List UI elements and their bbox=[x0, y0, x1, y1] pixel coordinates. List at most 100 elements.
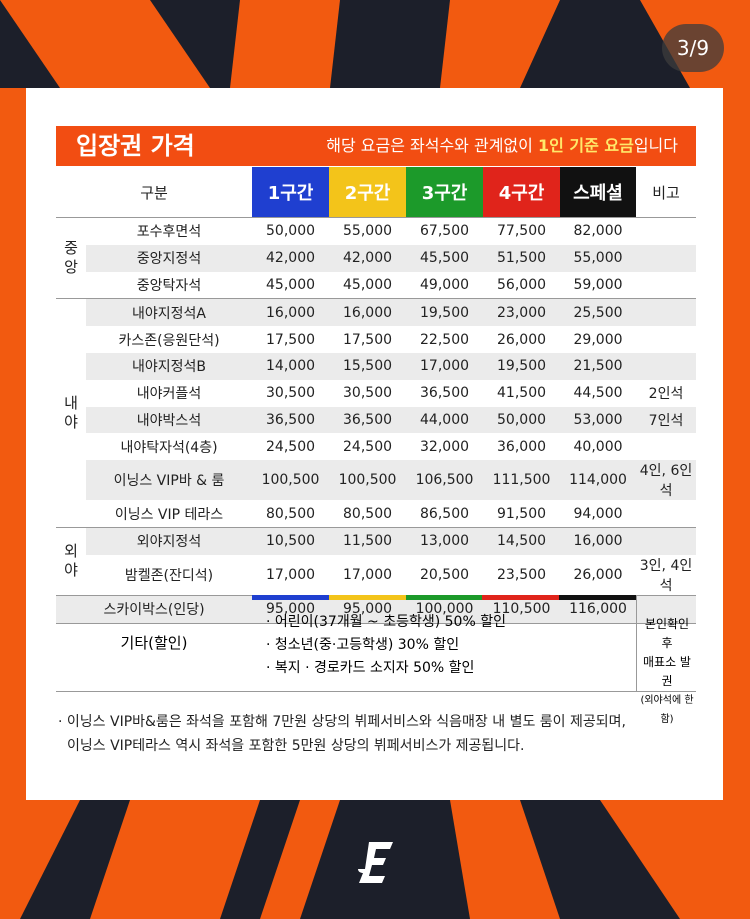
group-label-infield: 내 야 bbox=[56, 298, 86, 528]
zone-2-bar bbox=[328, 595, 406, 600]
seat-name: 카스존(응원단석) bbox=[118, 332, 220, 349]
discount-item: · 청소년(중·고등학생) 30% 할인 bbox=[266, 637, 460, 653]
header-zone-3: 3구간 bbox=[406, 167, 484, 218]
price-cell: 86,500 bbox=[420, 505, 470, 522]
price-cell: 53,000 bbox=[560, 406, 637, 434]
zone-3-bar bbox=[405, 595, 483, 600]
seat-name: 이닝스 VIP 테라스 bbox=[114, 506, 224, 523]
banner-note-highlight: 1인 기준 요금 bbox=[537, 136, 634, 155]
price-cell: 17,500 bbox=[343, 331, 393, 348]
price-cell: 91,500 bbox=[497, 505, 547, 522]
price-cell: 41,500 bbox=[497, 385, 547, 402]
price-cell: 55,000 bbox=[560, 244, 637, 272]
group-label-outfield: 외 야 bbox=[56, 526, 86, 596]
table-row: 내야지정석B 14,000 15,500 17,000 19,500 21,50… bbox=[56, 352, 697, 380]
price-cell: 56,000 bbox=[497, 276, 547, 293]
seat-name: 포수후면석 bbox=[86, 216, 253, 245]
table-row: 중앙탁자석 45,000 45,000 49,000 56,000 59,000 bbox=[56, 272, 696, 299]
price-cell: 36,500 bbox=[252, 406, 330, 434]
price-cell: 36,000 bbox=[497, 438, 547, 455]
price-cell: 80,500 bbox=[343, 505, 393, 522]
price-cell: 32,000 bbox=[420, 438, 470, 455]
price-cell: 26,000 bbox=[573, 566, 623, 583]
price-cell: 14,500 bbox=[483, 526, 561, 555]
table-row: 내야커플석 30,500 30,500 36,500 41,500 44,500… bbox=[56, 380, 696, 407]
price-cell: 45,000 bbox=[266, 276, 316, 293]
remark-cell bbox=[636, 244, 697, 272]
table-row: 내 야 내야지정석A 16,000 16,000 19,500 23,000 2… bbox=[56, 298, 697, 528]
price-cell: 67,500 bbox=[406, 216, 484, 245]
price-cell: 24,500 bbox=[343, 438, 393, 455]
price-cell: 24,500 bbox=[266, 438, 316, 455]
remark-cell bbox=[636, 433, 696, 460]
price-cell: 51,500 bbox=[483, 244, 561, 272]
price-cell: 19,500 bbox=[483, 352, 561, 380]
price-cell: 50,000 bbox=[483, 406, 561, 434]
price-cell: 114,000 bbox=[560, 460, 637, 501]
remark-cell: 2인석 bbox=[648, 386, 684, 403]
price-cell: 36,500 bbox=[420, 385, 470, 402]
header-special: 스페셜 bbox=[560, 167, 637, 218]
zone-4-bar bbox=[482, 595, 560, 600]
price-cell: 14,000 bbox=[252, 352, 330, 380]
seat-name: 내야커플석 bbox=[136, 386, 202, 403]
price-cell: 42,000 bbox=[252, 244, 330, 272]
footnote-line: 이닝스 VIP테라스 역시 좌석을 포함한 5만원 상당의 뷔페서비스가 제공됩… bbox=[67, 738, 525, 754]
table-row: 내야탁자석(4층) 24,500 24,500 32,000 36,000 40… bbox=[56, 433, 696, 460]
remark-cell: 3인, 4인석 bbox=[639, 557, 693, 594]
table-row: 중 앙 포수후면석 50,000 55,000 67,500 77,500 82… bbox=[56, 216, 697, 299]
price-cell: 22,500 bbox=[420, 331, 470, 348]
price-cell: 15,500 bbox=[329, 352, 407, 380]
price-cell: 16,000 bbox=[252, 298, 330, 327]
price-cell: 17,000 bbox=[406, 352, 484, 380]
price-cell: 16,000 bbox=[560, 526, 637, 555]
discount-list: · 어린이(37개월 ~ 초등학생) 50% 할인 · 청소년(중·고등학생) … bbox=[266, 611, 506, 680]
price-cell: 49,000 bbox=[420, 276, 470, 293]
remark-cell: 7인석 bbox=[636, 406, 697, 434]
price-cell: 36,500 bbox=[329, 406, 407, 434]
header-zone-4: 4구간 bbox=[483, 167, 561, 218]
seat-name: 내야지정석A bbox=[86, 298, 253, 327]
discount-label: 기타(할인) bbox=[120, 634, 188, 652]
banner-note-after: 입니다 bbox=[633, 136, 678, 155]
price-table: 구분 1구간 2구간 3구간 4구간 스페셜 비고 중 앙 포수후면석 50,0… bbox=[56, 167, 697, 624]
price-cell: 77,500 bbox=[483, 216, 561, 245]
table-row: 이닝스 VIP바 & 룸 100,500 100,500 106,500 111… bbox=[56, 460, 697, 501]
price-cell: 111,500 bbox=[483, 460, 561, 501]
group-label-center: 중 앙 bbox=[56, 216, 86, 299]
price-cell: 40,000 bbox=[573, 438, 623, 455]
table-row: 내야박스석 36,500 36,500 44,000 50,000 53,000… bbox=[56, 406, 697, 434]
remark-cell bbox=[636, 216, 697, 245]
page-counter: 3/9 bbox=[662, 24, 724, 72]
remark-cell bbox=[636, 326, 696, 353]
price-cell: 29,000 bbox=[573, 331, 623, 348]
price-cell: 11,500 bbox=[329, 526, 407, 555]
zone-1-bar bbox=[252, 595, 329, 600]
table-row: 밤켈존(잔디석) 17,000 17,000 20,500 23,500 26,… bbox=[56, 555, 696, 596]
group-label-text: 중 앙 bbox=[64, 239, 78, 277]
discount-section: 기타(할인) · 어린이(37개월 ~ 초등학생) 50% 할인 · 청소년(중… bbox=[56, 595, 696, 725]
price-cell: 50,000 bbox=[252, 216, 330, 245]
remark-cell bbox=[636, 272, 696, 299]
table-header-row: 구분 1구간 2구간 3구간 4구간 스페셜 비고 bbox=[56, 167, 697, 218]
price-cell: 23,000 bbox=[483, 298, 561, 327]
table-row: 중앙지정석 42,000 42,000 45,500 51,500 55,000 bbox=[56, 244, 697, 272]
price-cell: 100,500 bbox=[329, 460, 407, 501]
price-cell: 44,500 bbox=[573, 385, 623, 402]
price-cell: 16,000 bbox=[329, 298, 407, 327]
price-cell: 17,500 bbox=[266, 331, 316, 348]
zone-color-bars bbox=[252, 595, 636, 600]
header-remarks: 비고 bbox=[652, 183, 680, 202]
price-cell: 42,000 bbox=[329, 244, 407, 272]
table-row: 카스존(응원단석) 17,500 17,500 22,500 26,000 29… bbox=[56, 326, 696, 353]
eagles-e-logo-icon bbox=[358, 842, 393, 883]
seat-name: 중앙지정석 bbox=[86, 244, 253, 272]
price-cell: 44,000 bbox=[406, 406, 484, 434]
price-cell: 80,500 bbox=[266, 505, 316, 522]
group-label-text: 내 야 bbox=[64, 394, 78, 432]
footnote: · 이닝스 VIP바&룸은 좌석을 포함해 7만원 상당의 뷔페서비스와 식음매… bbox=[58, 710, 708, 758]
price-cell: 45,000 bbox=[343, 276, 393, 293]
seat-name: 중앙탁자석 bbox=[136, 277, 202, 294]
discount-note-line: 매표소 발권 bbox=[643, 655, 691, 688]
footnote-line: · 이닝스 VIP바&룸은 좌석을 포함해 7만원 상당의 뷔페서비스와 식음매… bbox=[58, 714, 626, 730]
